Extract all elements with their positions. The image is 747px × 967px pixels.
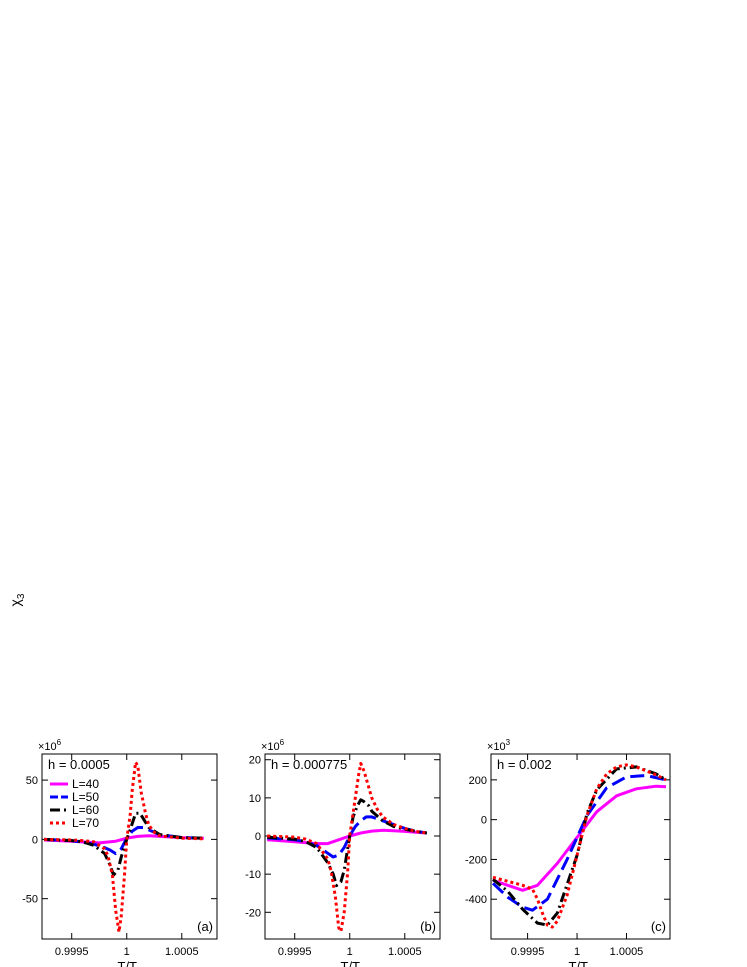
legend-label-l-70: L=70 — [72, 816, 99, 830]
panel-a-annotation: h = 0.0005 — [48, 757, 110, 772]
panel-a-x-tick-label: 1 — [124, 946, 130, 958]
panel-a-y-tick-label: 50 — [26, 775, 38, 787]
panel-b-x-tick-label: 1.0005 — [388, 946, 422, 958]
panel-b-y-tick-label: -10 — [245, 869, 261, 881]
y-axis-title: χ3 — [7, 593, 27, 606]
legend-label-l-50: L=50 — [72, 790, 99, 804]
panel-c-multiplier: ×103 — [487, 738, 511, 753]
panel-c-series-l-40 — [492, 784, 667, 892]
panel-b-annotation: h = 0.000775 — [271, 757, 347, 772]
panel-c-x-tick-label: 1.0005 — [610, 946, 644, 958]
panel-b-multiplier: ×106 — [261, 738, 285, 753]
panel-b: 0.9995 1 1.0005 -20 -10 0 10 20 ×106 h = 0.0007… — [245, 738, 441, 967]
panel-a-ticks: 0.9995 1 1.0005 -50 0 50 — [22, 754, 217, 958]
panel-b-y-tick-label: 20 — [249, 755, 261, 767]
panel-a-x-tick-label: 0.9995 — [55, 946, 89, 958]
panel-c-series-l-70 — [492, 763, 667, 929]
panel-a-y-tick-label: -50 — [22, 894, 38, 906]
panel-c-x-tick-label: 0.9995 — [511, 946, 545, 958]
panel-c-label: (c) — [651, 919, 666, 934]
panel-c-x-tick-label: 1 — [574, 946, 580, 958]
panel-b-ticks: 0.9995 1 1.0005 -20 -10 0 10 20 — [245, 754, 440, 958]
panel-a-series-l-70 — [44, 760, 204, 934]
panel-b-series — [267, 762, 428, 933]
panel-c-y-tick-label: -200 — [465, 854, 487, 866]
panel-a-multiplier: ×106 — [38, 738, 62, 753]
panel-c: 0.9995 1 1.0005 -400 -200 0 200 ×103 h = 0.002… — [465, 738, 671, 967]
panel-a-series — [44, 760, 204, 934]
panel-c-series-l-60 — [492, 765, 667, 927]
panel-a-label: (a) — [197, 919, 213, 934]
panel-b-x-tick-label: 0.9995 — [278, 946, 312, 958]
panel-c-frame — [490, 753, 671, 940]
y-axis-title-main: χ — [7, 598, 23, 606]
panel-c-y-tick-label: -400 — [465, 894, 487, 906]
panel-b-y-tick-label: 10 — [249, 793, 261, 805]
panel-b-frame — [264, 753, 441, 940]
legend-label-l-40: L=40 — [72, 777, 99, 791]
panel-a-series-l-60 — [44, 811, 204, 877]
panel-c-y-tick-label: 0 — [481, 815, 487, 827]
panel-c-series — [491, 763, 667, 929]
panel-a-legend: L=40L=50L=60L=70 — [50, 777, 99, 830]
panel-a-y-tick-label: 0 — [32, 834, 38, 846]
panel-b-y-tick-label: -20 — [245, 907, 261, 919]
panel-a-frame — [41, 753, 218, 940]
y-axis-title-sub: 3 — [16, 593, 27, 599]
panel-c-ticks: 0.9995 1 1.0005 -400 -200 0 200 — [465, 754, 670, 958]
panel-b-x-tick-label: 1 — [347, 946, 353, 958]
panel-c-annotation: h = 0.002 — [497, 757, 552, 772]
panel-b-x-axis-title: T/Tc — [341, 959, 366, 967]
panel-b-y-tick-label: 0 — [255, 831, 261, 843]
panel-c-y-tick-label: 200 — [469, 775, 487, 787]
panel-b-label: (b) — [420, 919, 436, 934]
legend-label-l-60: L=60 — [72, 803, 99, 817]
panel-c-x-axis-title: T/Tc — [569, 959, 594, 967]
panel-a-x-tick-label: 1.0005 — [165, 946, 199, 958]
y-axis-title-text: χ3 — [7, 593, 27, 606]
panel-a-x-axis-title: T/Tc — [118, 959, 143, 967]
